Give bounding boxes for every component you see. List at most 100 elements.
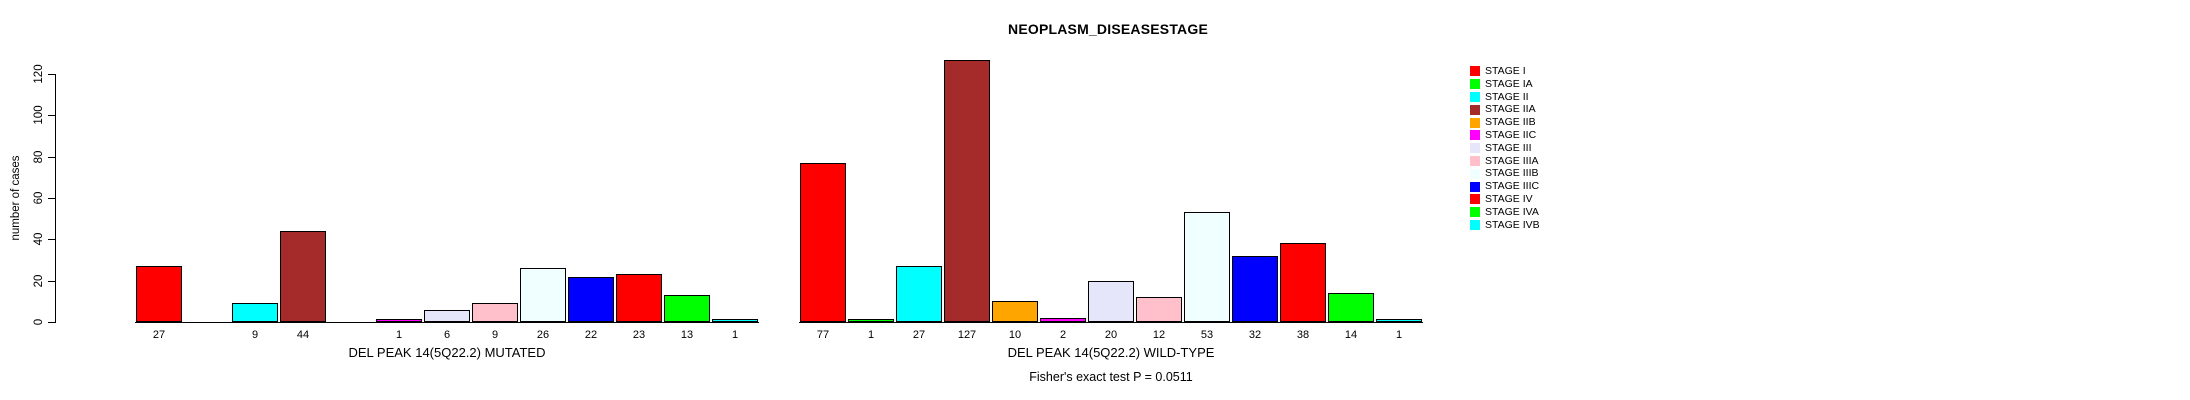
- bar-stage-iiia: [1136, 297, 1182, 322]
- legend-swatch: [1470, 207, 1480, 218]
- bar-value-label: 27: [912, 329, 926, 341]
- bar-stage-iiia: [472, 303, 518, 322]
- bar-value-label: 2: [1059, 329, 1067, 341]
- bar-stage-ivb: [712, 319, 758, 322]
- legend-swatch: [1470, 117, 1480, 128]
- bar-value-label: 44: [296, 329, 310, 341]
- legend-item: STAGE IIA: [1470, 103, 1540, 116]
- bar-value-label: 12: [1152, 329, 1166, 341]
- legend-swatch: [1470, 181, 1480, 192]
- legend-swatch: [1470, 168, 1480, 179]
- bar-value-label: 27: [152, 329, 166, 341]
- group-baseline: [135, 322, 759, 323]
- legend-item: STAGE IIIA: [1470, 155, 1540, 168]
- bar-value-label: 1: [395, 329, 403, 341]
- legend-swatch: [1470, 130, 1480, 141]
- x-axis-group-label-wild-type: DEL PEAK 14(5Q22.2) WILD-TYPE: [1007, 345, 1215, 360]
- bar-value-label: 77: [816, 329, 830, 341]
- y-axis-tick: [48, 156, 55, 158]
- bar-value-label: 1: [1395, 329, 1403, 341]
- bar-stage-iic: [376, 319, 422, 322]
- bar-stage-iv: [1280, 243, 1326, 322]
- legend-item: STAGE IIIB: [1470, 167, 1540, 180]
- legend-label: STAGE IVB: [1485, 218, 1540, 231]
- bar-stage-i: [800, 162, 846, 322]
- y-axis-tick: [48, 198, 55, 199]
- legend-label: STAGE IIIC: [1485, 180, 1540, 193]
- legend-item: STAGE IIB: [1470, 116, 1540, 129]
- bar-stage-ii: [896, 266, 942, 322]
- legend-item: STAGE IIIC: [1470, 180, 1540, 193]
- y-axis-title: number of cases: [10, 155, 22, 241]
- bar-stage-iib: [992, 301, 1038, 322]
- legend-label: STAGE IIB: [1485, 116, 1536, 129]
- bar-value-label: 26: [536, 329, 550, 341]
- legend-item: STAGE IVB: [1470, 219, 1540, 232]
- y-axis-tick: [48, 239, 55, 241]
- bar-value-label: 22: [584, 329, 598, 341]
- y-axis-tick-label: 120: [33, 64, 45, 84]
- bar-value-label: 1: [867, 329, 875, 341]
- bar-value-label: 1: [731, 329, 739, 341]
- fisher-test-annotation: Fisher's exact test P = 0.0511: [1029, 370, 1193, 384]
- y-axis-tick: [48, 74, 55, 75]
- bar-stage-iiib: [520, 268, 566, 322]
- bar-stage-iva: [1328, 293, 1374, 322]
- legend-item: STAGE II: [1470, 91, 1540, 104]
- chart-title: NEOPLASM_DISEASESTAGE: [1008, 21, 1208, 37]
- bar-value-label: 32: [1248, 329, 1262, 341]
- legend-item: STAGE IVA: [1470, 206, 1540, 219]
- legend-label: STAGE IIC: [1485, 128, 1537, 141]
- y-axis-tick-label: 0: [33, 318, 45, 326]
- legend-item: STAGE IIC: [1470, 129, 1540, 142]
- y-axis-tick-label: 60: [33, 191, 45, 205]
- bar-stage-iiic: [1232, 255, 1278, 322]
- legend-swatch: [1470, 79, 1480, 90]
- bar-value-label: 23: [632, 329, 646, 341]
- legend-label: STAGE IV: [1485, 192, 1533, 205]
- bar-value-label: 6: [443, 329, 451, 341]
- legend-swatch: [1470, 155, 1480, 166]
- bar-stage-iia: [280, 231, 326, 322]
- bar-value-label: 14: [1344, 329, 1358, 341]
- legend-swatch: [1470, 104, 1480, 115]
- y-axis-tick-label: 100: [33, 105, 45, 125]
- legend-label: STAGE IA: [1485, 77, 1533, 90]
- legend-item: STAGE IV: [1470, 193, 1540, 206]
- bar-stage-i: [136, 266, 182, 322]
- legend-item: STAGE III: [1470, 142, 1540, 155]
- bar-stage-ii: [232, 303, 278, 322]
- legend-label: STAGE IIA: [1485, 103, 1536, 116]
- y-axis-tick: [48, 322, 55, 323]
- bar-stage-ivb: [1376, 319, 1422, 322]
- bar-value-label: 9: [491, 329, 499, 341]
- group-baseline: [799, 322, 1423, 323]
- legend-swatch: [1470, 91, 1480, 102]
- legend-swatch: [1470, 66, 1480, 77]
- bar-stage-iv: [616, 274, 662, 322]
- legend-swatch: [1470, 219, 1480, 230]
- bar-value-label: 13: [680, 329, 694, 341]
- bar-stage-iiic: [568, 276, 614, 322]
- legend-label: STAGE II: [1485, 90, 1529, 103]
- bar-value-label: 38: [1296, 329, 1310, 341]
- bar-value-label: 10: [1008, 329, 1022, 341]
- bar-value-label: 20: [1104, 329, 1118, 341]
- legend-item: STAGE IA: [1470, 78, 1540, 91]
- legend-label: STAGE III: [1485, 141, 1532, 154]
- legend-item: STAGE I: [1470, 65, 1540, 78]
- legend-label: STAGE IVA: [1485, 205, 1539, 218]
- y-axis-tick-label: 20: [33, 274, 45, 288]
- bar-stage-iic: [1040, 317, 1086, 322]
- bar-stage-ia: [848, 319, 894, 322]
- y-axis-tick: [48, 115, 55, 117]
- legend-label: STAGE IIIB: [1485, 167, 1539, 180]
- bar-stage-iii: [1088, 280, 1134, 322]
- bar-stage-iiib: [1184, 212, 1230, 322]
- legend-label: STAGE IIIA: [1485, 154, 1539, 167]
- y-axis-tick-label: 40: [33, 232, 45, 246]
- legend-swatch: [1470, 143, 1480, 154]
- bar-value-label: 9: [251, 329, 259, 341]
- bar-value-label: 127: [957, 329, 977, 341]
